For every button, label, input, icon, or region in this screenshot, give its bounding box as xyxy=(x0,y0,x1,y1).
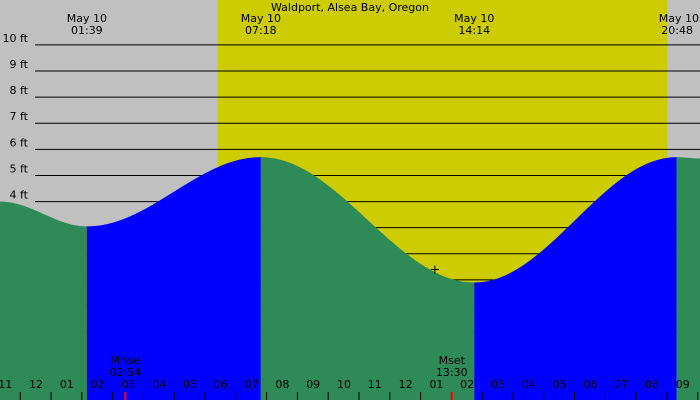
x-tick-label: 02 xyxy=(460,378,474,391)
x-tick-label: 09 xyxy=(676,378,690,391)
falling-tide xyxy=(260,157,475,400)
tide-date-label: May 10 xyxy=(67,12,107,25)
falling-tide xyxy=(676,157,700,400)
x-tick-label: 09 xyxy=(306,378,320,391)
x-tick-label: 04 xyxy=(522,378,536,391)
tide-time-label: 07:18 xyxy=(245,24,277,37)
x-tick-label: 08 xyxy=(645,378,659,391)
y-tick-label: 10 ft xyxy=(3,32,29,45)
moon-label: Mrise xyxy=(111,354,141,367)
chart-title: Waldport, Alsea Bay, Oregon xyxy=(271,1,429,14)
x-tick-label: 03 xyxy=(491,378,505,391)
moon-time: 13:30 xyxy=(436,366,468,379)
x-tick-label: 07 xyxy=(614,378,628,391)
x-tick-label: 05 xyxy=(553,378,567,391)
y-tick-label: 6 ft xyxy=(10,136,29,149)
x-tick-label: 06 xyxy=(214,378,228,391)
y-tick-label: 7 ft xyxy=(10,110,29,123)
x-tick-label: 03 xyxy=(121,378,135,391)
x-tick-label: 02 xyxy=(91,378,105,391)
x-tick-label: 01 xyxy=(429,378,443,391)
y-tick-label: 9 ft xyxy=(10,58,29,71)
x-tick-label: 11 xyxy=(0,378,12,391)
y-tick-label: 8 ft xyxy=(10,84,29,97)
x-tick-label: 07 xyxy=(245,378,259,391)
tide-time-label: 01:39 xyxy=(71,24,103,37)
current-marker xyxy=(430,265,439,274)
x-tick-label: 05 xyxy=(183,378,197,391)
x-tick-label: 04 xyxy=(152,378,166,391)
falling-tide xyxy=(0,201,87,400)
x-tick-label: 12 xyxy=(29,378,43,391)
y-tick-label: 4 ft xyxy=(10,189,29,202)
x-tick-label: 12 xyxy=(399,378,413,391)
y-tick-label: 5 ft xyxy=(10,162,29,175)
x-tick-label: 11 xyxy=(368,378,382,391)
rising-tide xyxy=(86,157,261,400)
tide-date-label: May 10 xyxy=(241,12,281,25)
x-tick-label: 06 xyxy=(583,378,597,391)
rising-tide xyxy=(474,157,677,400)
tide-date-label: May 10 xyxy=(659,12,699,25)
moon-label: Mset xyxy=(439,354,466,367)
tide-time-label: 20:48 xyxy=(661,24,693,37)
moon-time: 02:54 xyxy=(109,366,141,379)
x-tick-label: 01 xyxy=(60,378,74,391)
tide-time-label: 14:14 xyxy=(458,24,490,37)
tide-date-label: May 10 xyxy=(454,12,494,25)
x-tick-label: 10 xyxy=(337,378,351,391)
x-tick-label: 08 xyxy=(275,378,289,391)
